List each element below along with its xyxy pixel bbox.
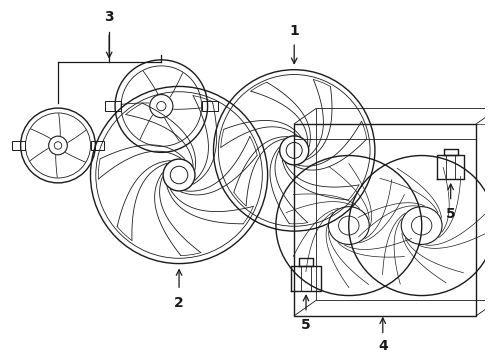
Text: 5: 5 [445, 207, 455, 221]
Bar [12, 141, 25, 150]
Bar [104, 101, 121, 111]
Bar [91, 141, 103, 150]
Text: 4: 4 [377, 339, 387, 354]
Text: 3: 3 [104, 10, 114, 24]
Text: 1: 1 [289, 24, 299, 38]
Text: 5: 5 [301, 318, 310, 332]
Bar [202, 101, 218, 111]
Text: 2: 2 [174, 296, 183, 310]
